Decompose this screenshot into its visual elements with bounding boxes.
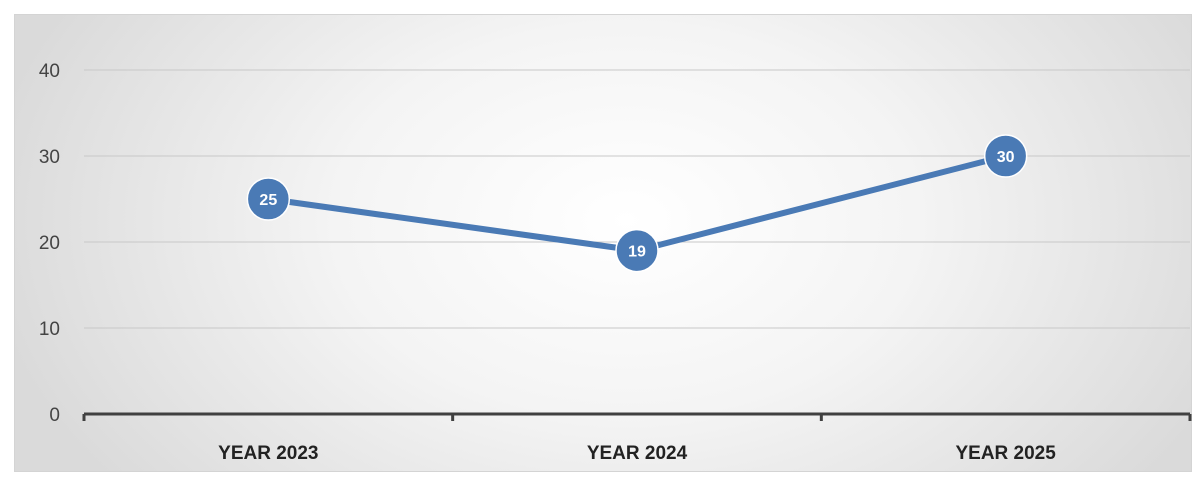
y-tick-label: 20 [39,233,60,254]
data-label: 19 [628,244,646,261]
y-axis-tick-labels: 0 10 20 30 40 [39,61,60,426]
y-tick-label: 10 [39,319,60,340]
data-point-marker [983,134,1028,178]
y-tick-label: 0 [49,405,60,426]
data-label: 30 [997,149,1015,166]
x-axis-category-labels: YEAR 2023 YEAR 2024 YEAR 2025 [218,443,1056,464]
y-tick-label: 40 [39,61,60,82]
data-label: 25 [259,192,277,209]
data-points: 25 19 30 [246,134,1028,273]
data-point-marker [246,177,291,221]
y-tick-label: 30 [39,147,60,168]
x-category-label: YEAR 2023 [218,443,318,464]
x-category-label: YEAR 2024 [587,443,688,464]
x-category-label: YEAR 2025 [955,443,1056,464]
x-axis [82,412,1192,421]
data-point-marker [615,228,659,273]
